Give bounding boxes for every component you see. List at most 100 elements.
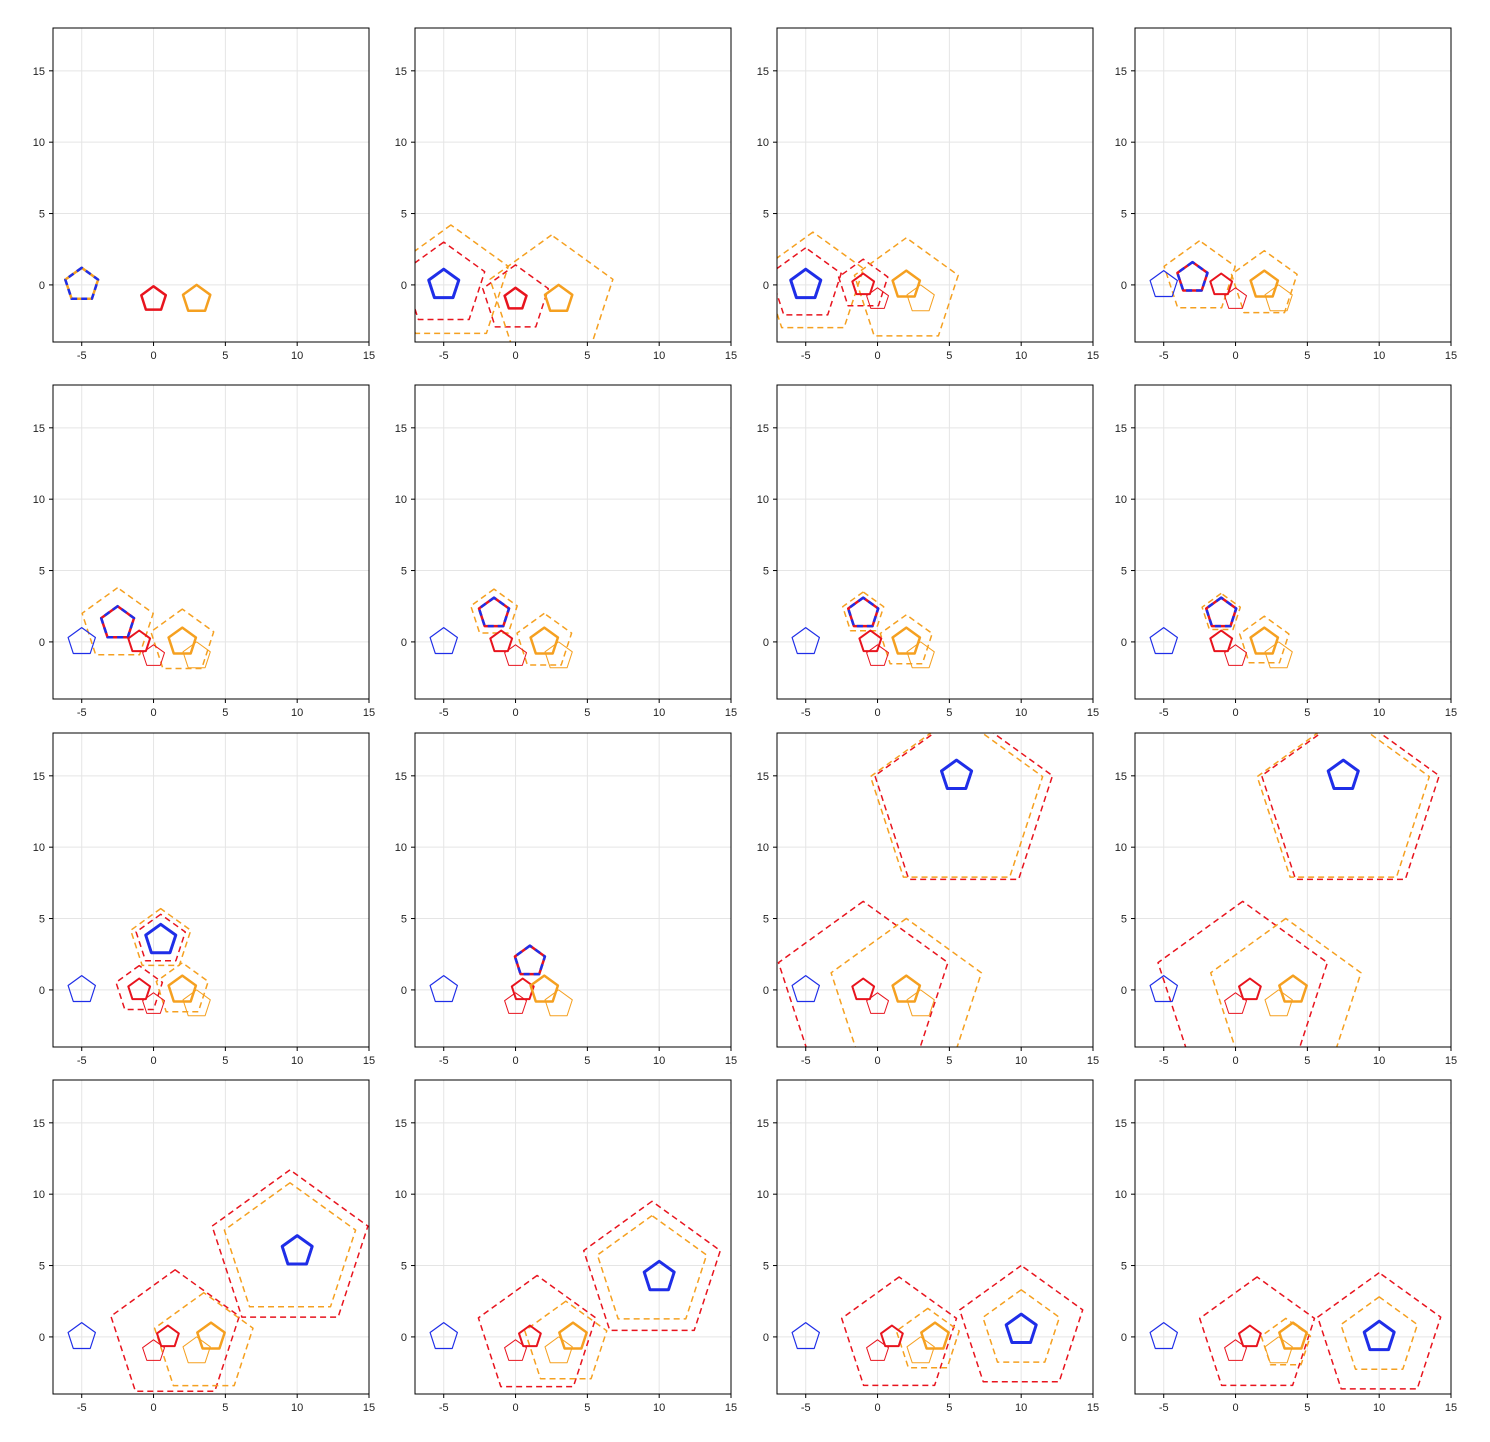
x-tick-label: 0 [150,1055,156,1067]
red-pentagon [1224,992,1247,1014]
x-tick-label: -5 [1159,350,1169,362]
panel-frame [776,1079,1094,1395]
panel-9: -5 0 5 10 15 0 5 10 15 [33,732,375,1067]
x-tick-label: -5 [801,707,811,719]
x-tick-label: 5 [946,1402,952,1414]
blue-pentagon [429,626,458,655]
y-tick-label: 0 [1121,985,1127,997]
blue-pentagon [67,974,97,1003]
x-tick-label: 10 [291,1402,303,1414]
y-tick-label: 0 [1121,637,1127,649]
orange-pentagon [470,588,518,634]
orange-pentagon [906,1336,935,1364]
blue-pentagon [1204,596,1238,628]
orange-pentagon [906,641,935,669]
red-pentagon [518,1324,542,1348]
blue-pentagon [1149,270,1179,298]
y-tick-label: 15 [395,66,407,78]
y-tick-label: 0 [401,280,407,292]
x-tick-label: 10 [1373,1055,1385,1067]
red-pentagon [1209,272,1234,296]
panel-14: -5 0 5 10 15 0 5 10 15 [395,1079,737,1414]
x-tick-label: 0 [1232,1402,1238,1414]
orange-pentagon [81,586,154,656]
x-tick-label: -5 [801,1402,811,1414]
red-pentagon [866,287,889,309]
orange-pentagon [1278,1321,1308,1350]
red-pentagon [1238,977,1262,1001]
x-tick-label: -5 [77,350,87,362]
orange-pentagon [544,641,573,669]
y-tick-label: 0 [1121,1332,1127,1344]
y-tick-label: 0 [763,985,769,997]
y-tick-label: 5 [401,209,407,221]
x-tick-label: 10 [1373,350,1385,362]
orange-pentagon [879,614,933,665]
panel-1: -5 0 5 10 15 0 5 10 15 [33,27,375,362]
panel-frame [52,1079,370,1395]
orange-pentagon [891,269,922,298]
y-tick-label: 10 [1115,1189,1127,1201]
orange-pentagon [1260,1317,1312,1366]
panel-2: -5 0 5 10 15 0 5 10 15 [395,27,737,362]
blue-pentagon [67,626,97,655]
y-tick-label: 0 [39,637,45,649]
x-tick-label: 5 [584,1402,590,1414]
blue-pentagon [67,1321,97,1350]
y-tick-label: 10 [1115,842,1127,854]
y-tick-label: 0 [39,985,45,997]
orange-pentagon [529,626,560,655]
red-pentagon [874,733,1054,881]
blue-pentagon [99,604,136,639]
blue-pentagon [429,974,458,1003]
red-pentagon [211,1169,369,1318]
y-tick-label: 10 [757,494,769,506]
y-tick-label: 15 [1115,1118,1127,1130]
y-tick-label: 0 [401,985,407,997]
orange-pentagon [1249,269,1280,298]
panel-frame [776,27,1094,343]
red-pentagon [1260,733,1440,881]
x-tick-label: 10 [653,350,665,362]
red-pentagon [127,977,152,1001]
red-pentagon [115,964,164,1011]
orange-pentagon [830,917,983,1047]
orange-pentagon [196,1321,226,1350]
x-tick-label: -5 [77,1055,87,1067]
orange-pentagon [182,641,211,669]
orange-pentagon [920,1321,950,1350]
x-tick-label: 15 [363,1402,375,1414]
red-pentagon [1209,629,1234,653]
y-tick-label: 15 [757,66,769,78]
x-tick-label: 0 [512,707,518,719]
orange-pentagon [891,626,922,655]
red-pentagon [504,992,527,1014]
x-tick-label: -5 [801,350,811,362]
x-tick-label: 10 [1373,1402,1385,1414]
y-tick-label: 5 [763,914,769,926]
x-tick-label: 5 [946,707,952,719]
panel-frame [1134,1079,1452,1395]
x-tick-label: 15 [725,707,737,719]
y-tick-label: 0 [1121,280,1127,292]
x-tick-label: 5 [222,350,228,362]
orange-pentagon [1264,1336,1293,1364]
y-tick-label: 0 [39,280,45,292]
blue-pentagon [144,922,178,955]
red-pentagon [1198,1276,1316,1387]
blue-pentagon [1362,1319,1396,1352]
red-pentagon [477,1274,597,1388]
y-tick-label: 5 [401,1261,407,1273]
orange-pentagon [1264,641,1293,669]
orange-pentagon [906,989,935,1017]
orange-pentagon [529,974,560,1003]
orange-pentagon [544,989,573,1017]
blue-pentagon [846,596,880,628]
x-tick-label: -5 [439,707,449,719]
y-tick-label: 5 [39,209,45,221]
x-tick-label: -5 [77,707,87,719]
orange-pentagon [182,1336,211,1364]
x-tick-label: 15 [725,1402,737,1414]
red-pentagon [489,629,514,653]
